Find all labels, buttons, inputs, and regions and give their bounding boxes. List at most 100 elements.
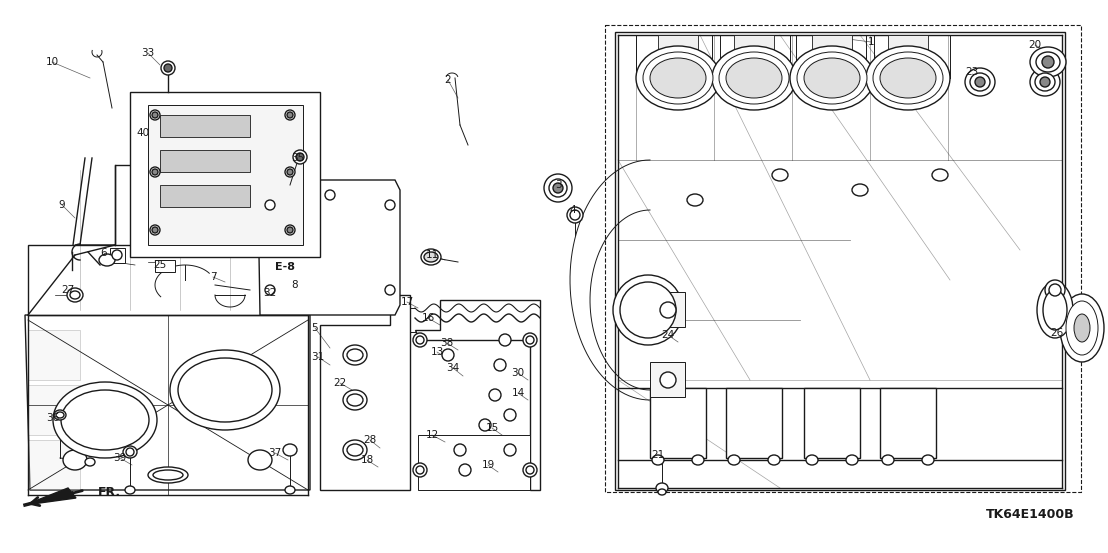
Ellipse shape	[178, 358, 271, 422]
Ellipse shape	[152, 169, 158, 175]
Ellipse shape	[296, 153, 304, 161]
Text: 32: 32	[264, 288, 277, 298]
Ellipse shape	[797, 52, 866, 104]
Ellipse shape	[152, 227, 158, 233]
Ellipse shape	[424, 252, 438, 262]
Ellipse shape	[70, 291, 80, 299]
Polygon shape	[418, 435, 530, 490]
Text: 14: 14	[512, 388, 524, 398]
Ellipse shape	[413, 333, 427, 347]
Ellipse shape	[150, 110, 160, 120]
Ellipse shape	[293, 150, 307, 164]
Ellipse shape	[643, 52, 714, 104]
Ellipse shape	[570, 210, 579, 220]
Bar	[148, 105, 302, 245]
Ellipse shape	[1060, 294, 1104, 362]
Ellipse shape	[125, 486, 135, 494]
Bar	[160, 150, 250, 172]
Ellipse shape	[523, 463, 537, 477]
Ellipse shape	[728, 455, 740, 465]
Bar	[605, 25, 1081, 492]
Ellipse shape	[148, 467, 188, 483]
Ellipse shape	[285, 110, 295, 120]
Ellipse shape	[866, 46, 950, 110]
Ellipse shape	[499, 334, 511, 346]
Text: 10: 10	[45, 57, 59, 67]
Ellipse shape	[421, 249, 441, 265]
Ellipse shape	[660, 302, 676, 318]
Ellipse shape	[112, 250, 122, 260]
Text: 40: 40	[136, 128, 150, 138]
Ellipse shape	[504, 409, 516, 421]
Ellipse shape	[922, 455, 934, 465]
Text: 13: 13	[430, 347, 443, 357]
Polygon shape	[615, 32, 1065, 490]
Text: 28: 28	[363, 435, 377, 445]
Ellipse shape	[285, 167, 295, 177]
Ellipse shape	[970, 73, 991, 91]
Ellipse shape	[384, 200, 394, 210]
Polygon shape	[28, 330, 80, 380]
Bar	[160, 185, 250, 207]
Ellipse shape	[719, 52, 789, 104]
Ellipse shape	[1042, 56, 1054, 68]
Ellipse shape	[1036, 52, 1060, 72]
Ellipse shape	[416, 466, 424, 474]
Text: 37: 37	[268, 448, 281, 458]
Ellipse shape	[54, 410, 66, 420]
Ellipse shape	[343, 390, 367, 410]
Ellipse shape	[285, 486, 295, 494]
Ellipse shape	[658, 489, 666, 495]
Text: 21: 21	[652, 450, 665, 460]
Ellipse shape	[806, 455, 818, 465]
Polygon shape	[25, 245, 310, 490]
Text: 39: 39	[113, 453, 126, 463]
Ellipse shape	[1066, 301, 1098, 355]
Ellipse shape	[287, 227, 293, 233]
Text: 12: 12	[425, 430, 439, 440]
Text: 2: 2	[444, 75, 451, 85]
Ellipse shape	[768, 455, 780, 465]
Ellipse shape	[63, 450, 88, 470]
Ellipse shape	[636, 46, 720, 110]
Ellipse shape	[459, 464, 471, 476]
Ellipse shape	[526, 336, 534, 344]
Ellipse shape	[1040, 77, 1050, 87]
Ellipse shape	[847, 455, 858, 465]
Ellipse shape	[170, 350, 280, 430]
Ellipse shape	[161, 61, 175, 75]
Ellipse shape	[650, 58, 706, 98]
Ellipse shape	[932, 169, 948, 181]
Text: 16: 16	[421, 313, 434, 323]
Bar	[812, 35, 852, 70]
Ellipse shape	[57, 412, 64, 418]
Ellipse shape	[413, 463, 427, 477]
Ellipse shape	[85, 458, 95, 466]
Text: FR.: FR.	[98, 487, 121, 499]
Text: 38: 38	[440, 338, 453, 348]
Bar	[650, 362, 685, 397]
Ellipse shape	[150, 225, 160, 235]
Ellipse shape	[347, 394, 363, 406]
Ellipse shape	[548, 179, 567, 197]
Ellipse shape	[384, 285, 394, 295]
Ellipse shape	[454, 444, 466, 456]
Text: 15: 15	[485, 423, 499, 433]
Polygon shape	[28, 385, 80, 435]
Text: 5: 5	[311, 323, 318, 333]
Text: E-8: E-8	[275, 262, 295, 272]
Bar	[130, 92, 320, 257]
Ellipse shape	[712, 46, 796, 110]
Ellipse shape	[489, 389, 501, 401]
Ellipse shape	[1030, 68, 1060, 96]
Ellipse shape	[1045, 280, 1065, 300]
Ellipse shape	[285, 225, 295, 235]
Ellipse shape	[965, 68, 995, 96]
Ellipse shape	[347, 349, 363, 361]
Ellipse shape	[152, 112, 158, 118]
Text: 33: 33	[142, 48, 155, 58]
Ellipse shape	[126, 448, 134, 456]
Ellipse shape	[504, 444, 516, 456]
Ellipse shape	[61, 390, 148, 450]
Text: 4: 4	[570, 205, 576, 215]
